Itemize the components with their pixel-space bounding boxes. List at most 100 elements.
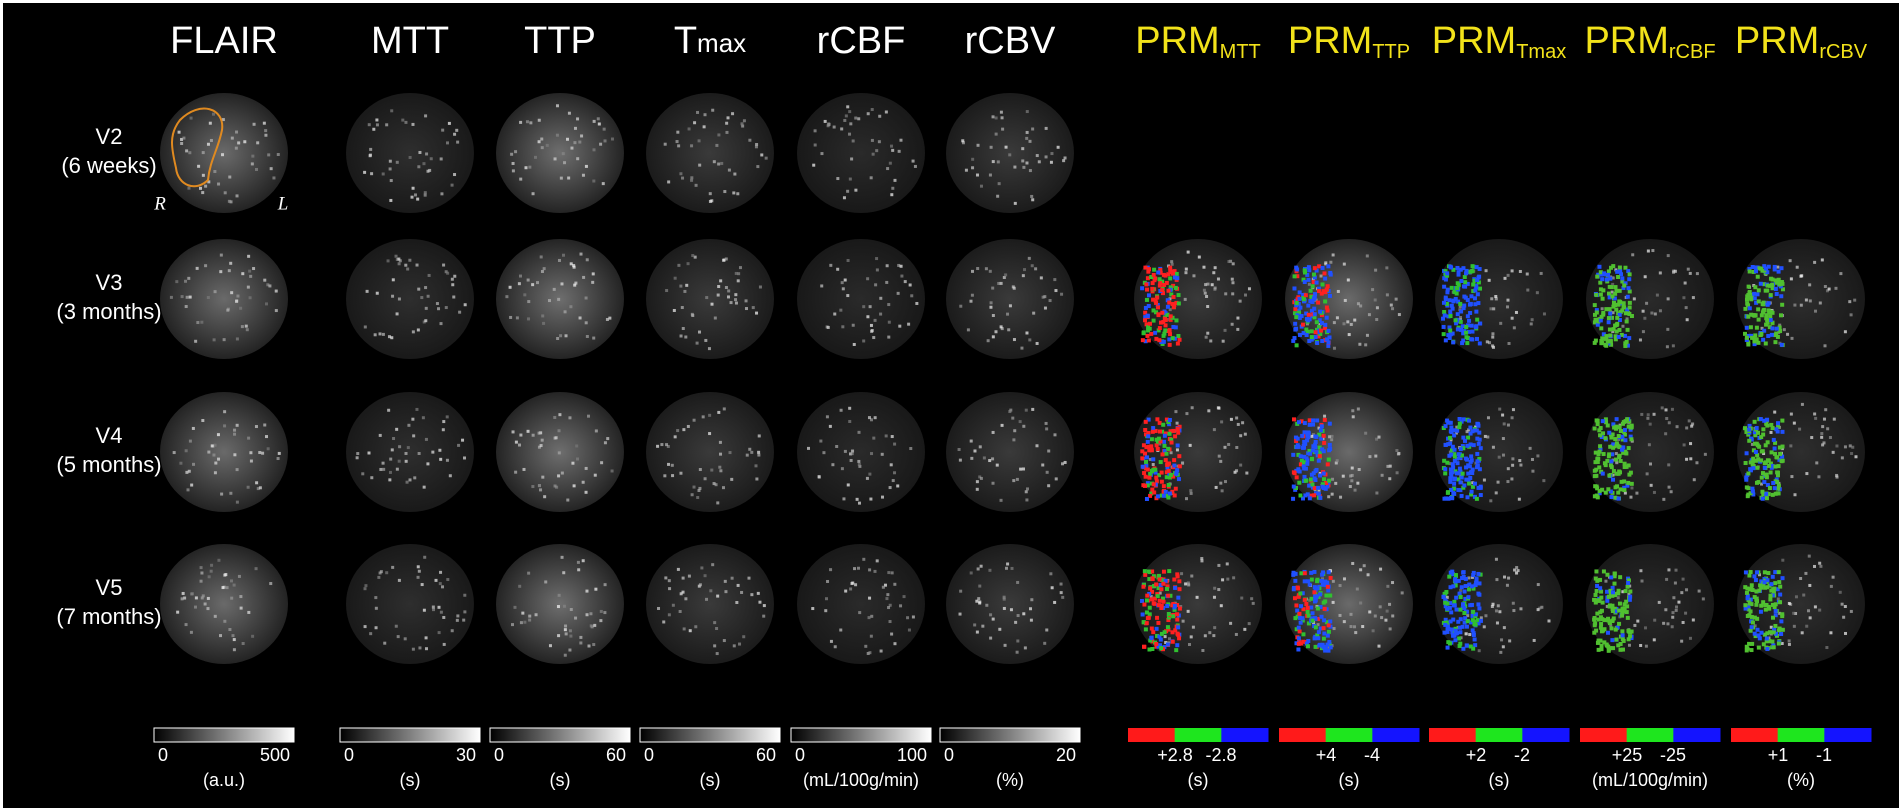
prm-voxel [1618,575,1623,580]
speckle [727,289,731,293]
speckle [846,483,850,487]
prm-voxel [1296,636,1301,641]
speckle [251,634,255,638]
speckle [1342,322,1346,326]
speckle [899,264,903,268]
speckle [431,450,435,454]
speckle [1170,260,1174,264]
speckle [755,143,759,147]
speckle [1359,568,1363,572]
speckle [1367,313,1371,317]
speckle [246,285,250,289]
prm-voxel [1162,282,1167,287]
prm-voxel [1620,308,1625,313]
speckle [1511,408,1515,412]
prm-voxel [1743,331,1748,336]
speckle [209,569,213,573]
prm-voxel [1458,607,1463,612]
speckle [511,623,515,627]
prm-voxel [1474,283,1479,288]
prm-voxel [1315,633,1320,638]
prm-voxel [1323,290,1328,295]
prm-voxel [1608,311,1613,316]
speckle [961,141,965,145]
prm-voxel [1293,307,1298,312]
speckle [961,139,965,143]
prm-voxel [1464,643,1469,648]
speckle [1207,409,1211,413]
speckle [886,167,890,171]
column-title-main: PRM [1584,20,1668,62]
speckle [733,172,737,176]
prm-voxel [1478,321,1483,326]
prm-voxel [1475,421,1480,426]
prm-voxel [1469,294,1474,299]
speckle [702,125,706,129]
prm-voxel [1774,326,1779,331]
speckle [1487,278,1491,282]
speckle [1012,438,1016,442]
speckle [717,133,721,137]
speckle [269,582,273,586]
speckle [989,613,993,617]
prm-voxel [1602,618,1607,623]
column-title: TTP [524,20,596,62]
prm-voxel [1165,625,1170,630]
speckle [1496,480,1500,484]
prm-voxel [1472,481,1477,486]
prm-voxel [1779,619,1784,624]
prm-voxel [1599,314,1604,319]
speckle [744,299,748,303]
prm-voxel [1611,422,1616,427]
speckle [578,316,582,320]
prm-voxel [1174,300,1179,305]
speckle [1338,584,1342,588]
speckle [1044,155,1048,159]
prm-voxel [1166,495,1171,500]
prm-voxel [1323,486,1328,491]
speckle [857,462,861,466]
prm-voxel [1168,472,1173,477]
prm-voxel [1298,615,1303,620]
speckle [370,172,374,176]
prm-voxel [1604,277,1609,282]
speckle [274,309,278,313]
speckle [1670,625,1674,629]
prm-voxel [1471,573,1476,578]
speckle [233,432,237,436]
speckle [871,152,875,156]
speckle [722,258,726,262]
speckle [388,470,392,474]
speckle [1459,589,1463,593]
speckle [1486,435,1490,439]
prm-voxel [1321,626,1326,631]
speckle [1502,422,1506,426]
speckle [592,119,596,123]
colorbar-segment [1824,728,1872,742]
speckle [684,335,688,339]
speckle [1039,276,1043,280]
speckle [690,178,694,182]
prm-voxel [1471,570,1476,575]
prm-voxel [1450,444,1455,449]
prm-voxel [1467,582,1472,587]
speckle [999,281,1003,285]
speckle [389,198,393,202]
speckle [439,157,443,161]
speckle [413,476,417,480]
prm-voxel [1764,636,1769,641]
speckle [1540,605,1544,609]
speckle [1213,286,1217,290]
speckle [411,647,415,651]
speckle [1508,639,1512,643]
prm-voxel [1310,299,1315,304]
speckle [855,497,859,501]
speckle [415,263,419,267]
speckle [840,281,844,285]
prm-voxel [1169,440,1174,445]
row-time: (3 months) [56,299,161,324]
speckle [444,306,448,310]
speckle [266,447,270,451]
speckle [727,295,731,299]
speckle [844,114,848,118]
